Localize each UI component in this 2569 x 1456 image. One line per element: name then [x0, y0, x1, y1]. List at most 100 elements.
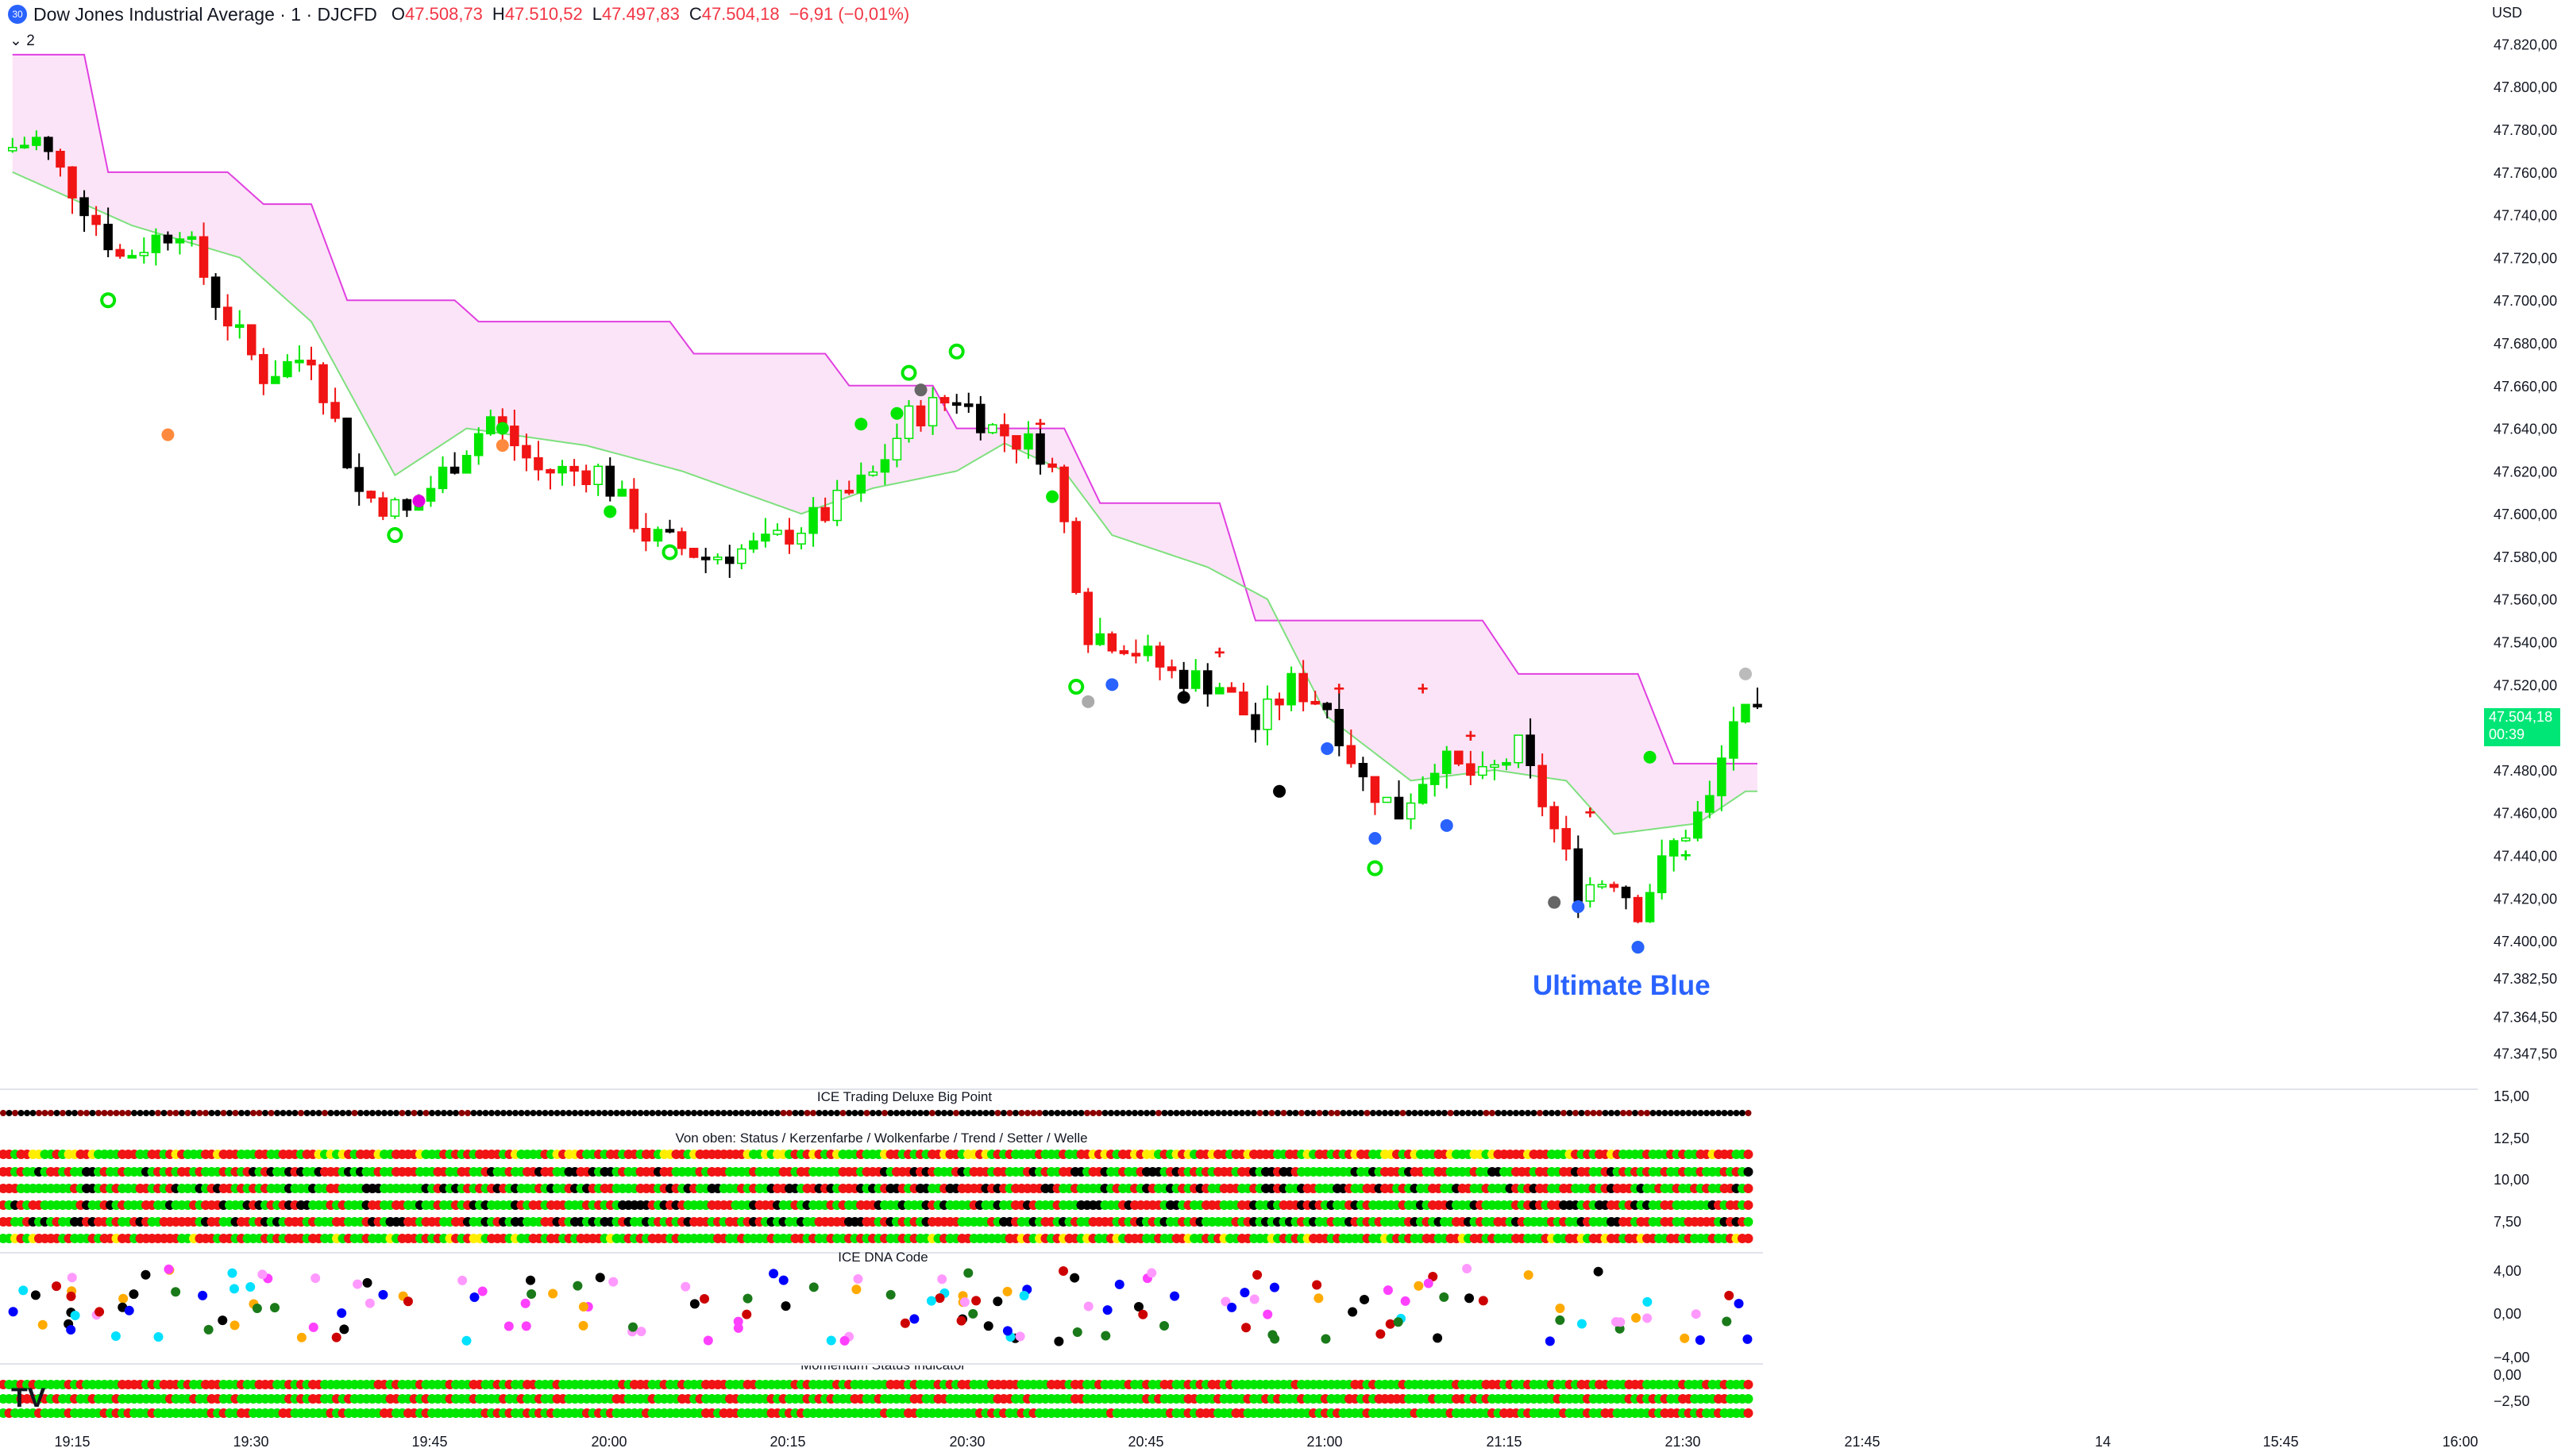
- candle-body: [1633, 896, 1643, 923]
- candle-body: [820, 507, 830, 522]
- signal-ring: [948, 343, 965, 360]
- bigpoint-dot: [1239, 1110, 1245, 1116]
- bigpoint-dot: [941, 1110, 947, 1116]
- bigpoint-dot: [863, 1110, 870, 1116]
- bigpoint-dot: [989, 1110, 995, 1116]
- bigpoint-dot: [1018, 1110, 1025, 1116]
- bigpoint-dot: [172, 1110, 179, 1116]
- signal-dot: [890, 406, 904, 420]
- bigpoint-dot: [65, 1110, 72, 1116]
- bigpoint-dot: [262, 1110, 268, 1116]
- candle-body: [1059, 466, 1069, 522]
- bigpoint-dot: [1078, 1110, 1085, 1116]
- bigpoint-dot: [1001, 1110, 1007, 1116]
- bigpoint-dot: [846, 1110, 852, 1116]
- dna-dot: [1240, 1288, 1250, 1298]
- bigpoint-dot: [720, 1110, 727, 1116]
- bigpoint-dot: [315, 1110, 322, 1116]
- dna-dot: [229, 1284, 239, 1294]
- bigpoint-dot: [655, 1110, 662, 1116]
- dna-dot: [1615, 1317, 1626, 1327]
- bigpoint-dot: [1489, 1110, 1495, 1116]
- candle-body: [68, 166, 77, 198]
- bigpoint-dot: [959, 1110, 966, 1116]
- bigpoint-dot: [518, 1110, 525, 1116]
- candle-body: [1537, 765, 1547, 807]
- dna-dot: [8, 1307, 18, 1317]
- signal-dot: [1082, 695, 1095, 708]
- signal-dot: [496, 422, 509, 435]
- bigpoint-dot: [953, 1110, 959, 1116]
- bigpoint-dot: [310, 1110, 316, 1116]
- bigpoint-dot: [494, 1110, 501, 1116]
- candle-body: [700, 557, 711, 560]
- candle-body: [1178, 669, 1189, 689]
- bigpoint-dot: [1221, 1110, 1228, 1116]
- bigpoint-dot: [554, 1110, 561, 1116]
- candle-body: [234, 324, 245, 328]
- candle-body: [210, 276, 221, 308]
- bigpoint-dot: [661, 1110, 668, 1116]
- bigpoint-dot: [1227, 1110, 1233, 1116]
- candle-body: [522, 445, 531, 459]
- candle-body: [1526, 734, 1535, 767]
- bigpoint-dot: [619, 1110, 626, 1116]
- bigpoint-dot: [1530, 1110, 1537, 1116]
- bigpoint-dot: [453, 1110, 459, 1116]
- bigpoint-dot: [905, 1110, 912, 1116]
- bigpoint-dot: [965, 1110, 971, 1116]
- bigpoint-dot: [1030, 1110, 1037, 1116]
- bigpoint-dot: [643, 1110, 650, 1116]
- bigpoint-dot: [71, 1110, 78, 1116]
- signal-dot: [1548, 896, 1561, 909]
- candle-body: [342, 418, 352, 468]
- bigpoint-dot: [1340, 1110, 1347, 1116]
- bigpoint-dot: [923, 1110, 930, 1116]
- bigpoint-dot: [1721, 1110, 1728, 1116]
- pane-tick-label: 10,00: [2494, 1172, 2529, 1188]
- bigpoint-dot: [458, 1110, 465, 1116]
- candle-body: [1442, 750, 1452, 774]
- dna-dot: [1555, 1315, 1565, 1325]
- candle-body: [1645, 892, 1655, 923]
- momentum-dot: [1743, 1380, 1753, 1389]
- dna-dot: [1170, 1291, 1180, 1301]
- symbol-title[interactable]: Dow Jones Industrial Average · 1 · DJCFD: [33, 3, 377, 25]
- bigpoint-dot: [512, 1110, 519, 1116]
- bigpoint-dot: [214, 1110, 221, 1116]
- bigpoint-dot: [1382, 1110, 1388, 1116]
- bigpoint-dot: [691, 1110, 697, 1116]
- candle-body: [1490, 764, 1499, 768]
- bigpoint-dot: [1578, 1110, 1585, 1116]
- bigpoint-dot: [1036, 1110, 1043, 1116]
- bigpoint-dot: [244, 1110, 251, 1116]
- dna-dot: [1631, 1313, 1641, 1323]
- bigpoint-dot: [399, 1110, 406, 1116]
- signal-markers: + + + + + + +: [100, 292, 1752, 954]
- time-tick-label: 21:00: [1306, 1434, 1342, 1450]
- dna-dot: [1375, 1329, 1386, 1339]
- candle-body: [605, 465, 615, 497]
- signal-plus: +: [1465, 726, 1476, 747]
- candle-body: [1310, 700, 1320, 705]
- dna-dot: [1114, 1279, 1124, 1289]
- bigpoint-dot: [363, 1110, 370, 1116]
- dna-dot: [198, 1290, 208, 1300]
- pane-title-status: Von oben: Status / Kerzenfarbe / Wolkenf…: [675, 1131, 1088, 1146]
- currency-label[interactable]: USD: [2492, 5, 2523, 21]
- bigpoint-dot: [434, 1110, 442, 1116]
- bigpoint-dot: [1113, 1110, 1121, 1116]
- candle-body: [1681, 837, 1691, 842]
- pane-tick-label: 7,50: [2494, 1214, 2521, 1230]
- bigpoint-dot: [1179, 1110, 1186, 1116]
- price-tick-label: 47.440,00: [2494, 848, 2557, 864]
- bigpoint-dot: [1739, 1110, 1745, 1116]
- bigpoint-dot: [1715, 1110, 1722, 1116]
- bigpoint-dot: [1244, 1110, 1252, 1116]
- bigpoint-dot: [1263, 1110, 1269, 1116]
- dna-dot: [365, 1298, 375, 1308]
- candle-body: [449, 466, 460, 474]
- indicators-toggle[interactable]: ⌄ 2: [10, 32, 35, 50]
- bigpoint-dot: [911, 1110, 918, 1116]
